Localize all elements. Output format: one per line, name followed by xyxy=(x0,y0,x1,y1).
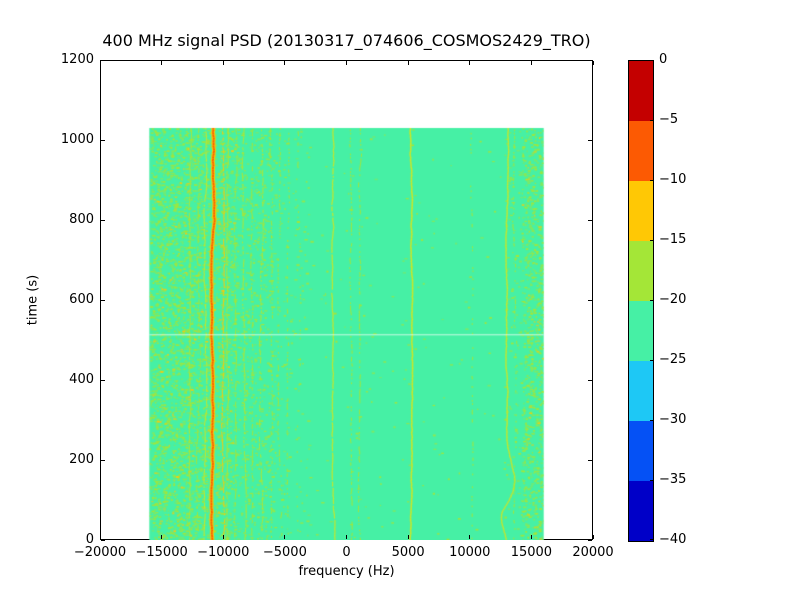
y-tick-mark xyxy=(588,139,592,141)
x-tick-mark xyxy=(469,535,471,539)
x-tick-label: 15000 xyxy=(510,545,553,560)
x-tick-mark xyxy=(161,535,163,539)
colorbar-tick-label: −25 xyxy=(659,352,687,367)
y-tick-mark xyxy=(588,459,592,461)
colorbar-tick-label: −40 xyxy=(659,532,687,547)
y-tick-label: 1000 xyxy=(60,132,94,147)
colorbar-band xyxy=(629,61,653,121)
y-tick-mark xyxy=(588,379,592,381)
y-tick-label: 200 xyxy=(69,452,94,467)
y-tick-mark xyxy=(588,539,592,541)
y-tick-label: 1200 xyxy=(60,52,94,67)
x-tick-mark xyxy=(530,535,532,539)
y-tick-label: 400 xyxy=(69,372,94,387)
y-tick-mark xyxy=(101,539,105,541)
y-tick-label: 0 xyxy=(85,532,94,547)
x-tick-mark xyxy=(530,61,532,65)
x-tick-label: −5000 xyxy=(262,545,307,560)
x-tick-mark xyxy=(346,535,347,539)
colorbar-band xyxy=(629,181,653,241)
x-tick-label: −20000 xyxy=(73,545,127,560)
colorbar-tick-label: −30 xyxy=(659,412,687,427)
colorbar-band xyxy=(629,481,653,541)
colorbar-tick-label: −15 xyxy=(659,232,687,247)
plot-title: 400 MHz signal PSD (20130317_074606_COSM… xyxy=(102,31,591,50)
psd-spectrogram-canvas xyxy=(100,60,593,540)
colorbar-tick-label: −20 xyxy=(659,292,687,307)
x-tick-mark xyxy=(469,61,471,65)
colorbar-tick-mark xyxy=(650,359,653,361)
x-tick-mark xyxy=(407,61,409,65)
colorbar-band xyxy=(629,241,653,301)
x-tick-mark xyxy=(222,61,224,65)
x-tick-mark xyxy=(592,61,594,65)
x-tick-label: −15000 xyxy=(135,545,188,560)
colorbar-tick-label: −5 xyxy=(659,112,679,127)
x-tick-mark xyxy=(284,535,286,539)
y-tick-mark xyxy=(588,59,592,61)
x-axis-label: frequency (Hz) xyxy=(298,564,395,579)
x-tick-mark xyxy=(407,535,409,539)
colorbar-band xyxy=(629,121,653,181)
y-tick-mark xyxy=(101,459,105,461)
y-tick-mark xyxy=(101,219,105,221)
y-tick-label: 800 xyxy=(69,212,94,227)
y-tick-mark xyxy=(101,379,105,381)
colorbar-tick-mark xyxy=(650,299,653,301)
colorbar-tick-label: 0 xyxy=(659,52,668,67)
colorbar-tick-mark xyxy=(650,419,653,421)
y-tick-mark xyxy=(101,139,105,141)
y-tick-mark xyxy=(588,219,592,221)
x-tick-mark xyxy=(99,535,101,539)
colorbar-tick-mark xyxy=(650,239,653,241)
colorbar-tick-label: −35 xyxy=(659,472,687,487)
x-tick-mark xyxy=(222,535,224,539)
x-tick-mark xyxy=(99,61,101,65)
colorbar-tick-mark xyxy=(650,479,653,481)
colorbar-tick-mark xyxy=(650,179,653,181)
x-tick-label: 0 xyxy=(342,545,351,560)
y-tick-label: 600 xyxy=(69,292,94,307)
colorbar-band xyxy=(629,361,653,421)
x-tick-mark xyxy=(284,61,286,65)
y-tick-mark xyxy=(101,59,105,61)
colorbar-tick-mark xyxy=(650,59,653,61)
colorbar-band xyxy=(629,421,653,481)
colorbar-tick-mark xyxy=(650,119,653,121)
x-tick-label: 20000 xyxy=(572,545,614,560)
colorbar xyxy=(628,60,654,542)
x-tick-label: −10000 xyxy=(197,545,250,560)
x-tick-mark xyxy=(346,61,347,65)
x-tick-label: 10000 xyxy=(449,545,491,560)
y-tick-mark xyxy=(101,299,105,301)
colorbar-band xyxy=(629,301,653,361)
y-tick-mark xyxy=(588,299,592,301)
x-tick-mark xyxy=(592,535,594,539)
colorbar-tick-mark xyxy=(650,538,653,540)
x-tick-mark xyxy=(161,61,163,65)
x-tick-label: 5000 xyxy=(391,545,425,560)
colorbar-tick-label: −10 xyxy=(659,172,687,187)
